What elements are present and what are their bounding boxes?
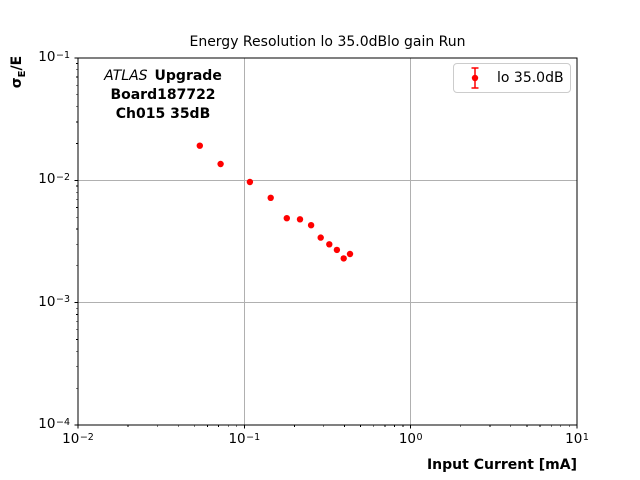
x-axis-label: Input Current [mA]: [426, 457, 577, 473]
errorbar-marker-icon: [471, 67, 479, 89]
annotation-line-1: ATLAS Upgrade: [97, 67, 229, 86]
annotation-board: Board187722: [110, 87, 216, 103]
annotation-channel: Ch015 35dB: [115, 106, 211, 122]
x-tick-label: 10−2: [62, 431, 94, 447]
ylabel-sigma: σ: [9, 77, 25, 89]
data-point: [326, 241, 333, 248]
y-axis-label: σE/E: [8, 41, 28, 103]
axes-spines: [77, 57, 578, 426]
upgrade-label: Upgrade: [154, 68, 222, 84]
atlas-label: ATLAS: [104, 68, 148, 84]
x-tick-label: 10−1: [228, 431, 261, 447]
data-point: [267, 194, 274, 201]
data-point: [196, 142, 203, 149]
data-point: [307, 222, 315, 229]
ylabel-rest: /E: [9, 55, 25, 71]
legend: lo 35.0dB: [453, 63, 571, 93]
data-point: [296, 216, 304, 223]
y-tick-label: 10−2: [38, 171, 70, 188]
data-point: [317, 234, 324, 241]
y-tick-label: 10−1: [38, 49, 70, 65]
y-tick-label: 10−3: [38, 293, 70, 310]
data-point: [346, 250, 354, 258]
data-point: [246, 178, 254, 186]
x-tick-label: 101: [565, 431, 589, 447]
legend-label: lo 35.0dB: [497, 70, 564, 86]
data-point: [333, 246, 341, 254]
legend-marker-dot: [471, 74, 479, 82]
atlas-annotation: ATLAS Upgrade Board187722 Ch015 35dB: [97, 67, 229, 124]
ylabel-subscript: E: [16, 70, 28, 78]
data-point: [340, 255, 347, 262]
data-point: [217, 160, 224, 168]
data-point: [283, 215, 290, 222]
y-tick-label: 10−4: [38, 416, 70, 432]
x-tick-label: 100: [398, 431, 423, 447]
chart-title: Energy Resolution lo 35.0dBlo gain Run: [189, 34, 466, 50]
